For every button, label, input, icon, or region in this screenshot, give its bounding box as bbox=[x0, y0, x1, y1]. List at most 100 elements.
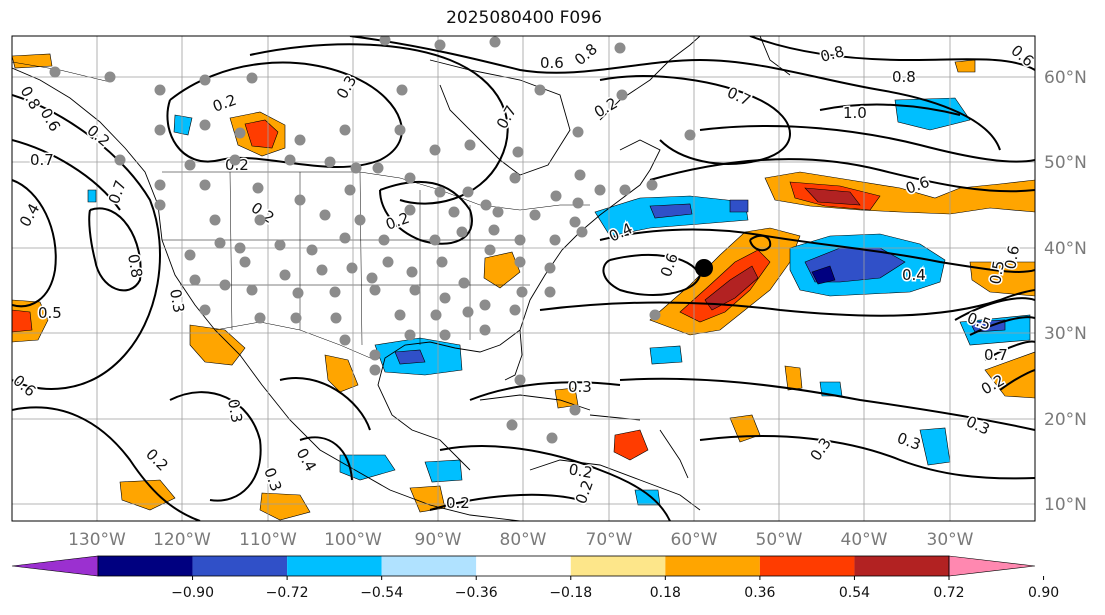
colorbar-bin bbox=[381, 556, 477, 576]
station-dot bbox=[479, 299, 491, 311]
lon-label: 60°W bbox=[671, 530, 718, 550]
contour-line-s-9 bbox=[299, 436, 353, 481]
contour-line-nw-2 bbox=[12, 179, 57, 308]
contour-line-s-3 bbox=[279, 377, 371, 431]
colorbar-tick-label: 0.90 bbox=[1028, 585, 1059, 601]
station-dot bbox=[246, 72, 258, 84]
shade-cool-small-4 bbox=[87, 189, 97, 203]
station-dot bbox=[229, 154, 241, 166]
station-dot bbox=[429, 234, 441, 246]
contour-line-c-5 bbox=[599, 75, 791, 165]
lat-label: 50°N bbox=[1044, 153, 1087, 173]
station-dot bbox=[512, 146, 524, 158]
shade-warm-small-2 bbox=[954, 59, 976, 73]
contour-line-s-2 bbox=[169, 391, 262, 502]
station-dot bbox=[462, 186, 474, 198]
station-dot bbox=[366, 272, 378, 284]
contour-label: 0.3 bbox=[568, 378, 592, 396]
colorbar-bin bbox=[759, 556, 855, 576]
station-dot bbox=[574, 169, 586, 181]
station-dot bbox=[569, 216, 581, 228]
shade-cool-small-5 bbox=[729, 199, 749, 213]
colorbar-bin bbox=[854, 556, 949, 576]
map-frame bbox=[11, 35, 1036, 522]
station-dot bbox=[619, 184, 631, 196]
contour-line-s-7 bbox=[699, 435, 1035, 480]
station-dot bbox=[616, 89, 628, 101]
station-dot bbox=[594, 184, 606, 196]
station-dot bbox=[572, 126, 584, 138]
station-dot bbox=[439, 329, 451, 341]
station-dot bbox=[489, 36, 501, 48]
border-state-1 bbox=[229, 171, 233, 331]
station-dot bbox=[646, 179, 658, 191]
station-dot bbox=[199, 119, 211, 131]
station-dot bbox=[369, 349, 381, 361]
station-dot bbox=[49, 66, 61, 78]
contour-line-e-6 bbox=[954, 297, 1035, 321]
station-dot bbox=[239, 256, 251, 268]
station-dot bbox=[209, 214, 221, 226]
station-dot bbox=[372, 162, 384, 174]
shade-cool-caribbean bbox=[424, 459, 463, 483]
lon-label: 100°W bbox=[324, 530, 382, 550]
shade-cool-nf-core bbox=[649, 203, 693, 219]
station-dot bbox=[189, 274, 201, 286]
lat-label: 20°N bbox=[1044, 410, 1087, 430]
station-dot bbox=[434, 39, 446, 51]
contour-line-e-7 bbox=[969, 316, 1035, 336]
station-dot bbox=[379, 36, 391, 46]
shade-cool-atlantic-center bbox=[811, 265, 836, 285]
colorbar-bin bbox=[476, 556, 571, 576]
shade-cool-mexico-pac bbox=[339, 454, 396, 481]
station-dot bbox=[246, 284, 258, 296]
contour-label: 0.2 bbox=[446, 494, 470, 512]
station-dot bbox=[394, 309, 406, 321]
station-dot bbox=[284, 154, 296, 166]
station-dot bbox=[484, 244, 496, 256]
station-dot bbox=[294, 134, 306, 146]
station-dot bbox=[549, 234, 561, 246]
station-dot bbox=[252, 182, 264, 194]
station-dot bbox=[534, 84, 546, 96]
station-dot bbox=[409, 284, 421, 296]
shade-warm-mexico bbox=[189, 324, 246, 366]
station-dot bbox=[354, 214, 366, 226]
colorbar-extend-low bbox=[11, 555, 99, 577]
station-dot bbox=[429, 144, 441, 156]
colorbar-bin bbox=[98, 556, 193, 576]
station-dot bbox=[434, 186, 446, 198]
shade-warm-pacific-s2 bbox=[259, 492, 311, 521]
coast-caribbean-islands bbox=[659, 429, 689, 479]
station-dot bbox=[506, 419, 518, 431]
colorbar-bin bbox=[192, 556, 288, 576]
contour-line-s-1 bbox=[12, 406, 201, 521]
station-dot bbox=[294, 194, 306, 206]
coast-s-america bbox=[529, 459, 701, 511]
contour-label: 0.5 bbox=[38, 304, 62, 322]
shade-warm-pacific-nw-core bbox=[244, 119, 279, 149]
contour-line-nw-4 bbox=[12, 139, 121, 211]
contour-line-e-4 bbox=[649, 158, 1035, 193]
shade-warm-atlantic-center bbox=[704, 265, 759, 311]
station-dot bbox=[350, 162, 362, 174]
station-dot bbox=[492, 206, 504, 218]
station-dot bbox=[316, 264, 328, 276]
contour-label: 0.7 bbox=[984, 346, 1008, 364]
shade-warm-pacific-w-core bbox=[12, 309, 33, 333]
station-dot bbox=[279, 269, 291, 281]
contour-line-e-1 bbox=[599, 228, 1035, 273]
station-dot bbox=[339, 124, 351, 136]
coast-gulf bbox=[377, 329, 521, 471]
lat-label: 60°N bbox=[1044, 68, 1087, 88]
station-dot bbox=[154, 179, 166, 191]
station-dot bbox=[576, 226, 588, 238]
colorbar: −0.90 −0.72 −0.54 −0.36 −0.18 0.18 0.36 0.54 0.7… bbox=[11, 555, 1059, 601]
station-dot bbox=[199, 74, 211, 86]
lon-label: 30°W bbox=[927, 530, 974, 550]
station-dot bbox=[550, 190, 562, 202]
lon-label: 120°W bbox=[153, 530, 211, 550]
lon-label: 90°W bbox=[415, 530, 462, 550]
shade-warm-na-center bbox=[804, 187, 861, 206]
